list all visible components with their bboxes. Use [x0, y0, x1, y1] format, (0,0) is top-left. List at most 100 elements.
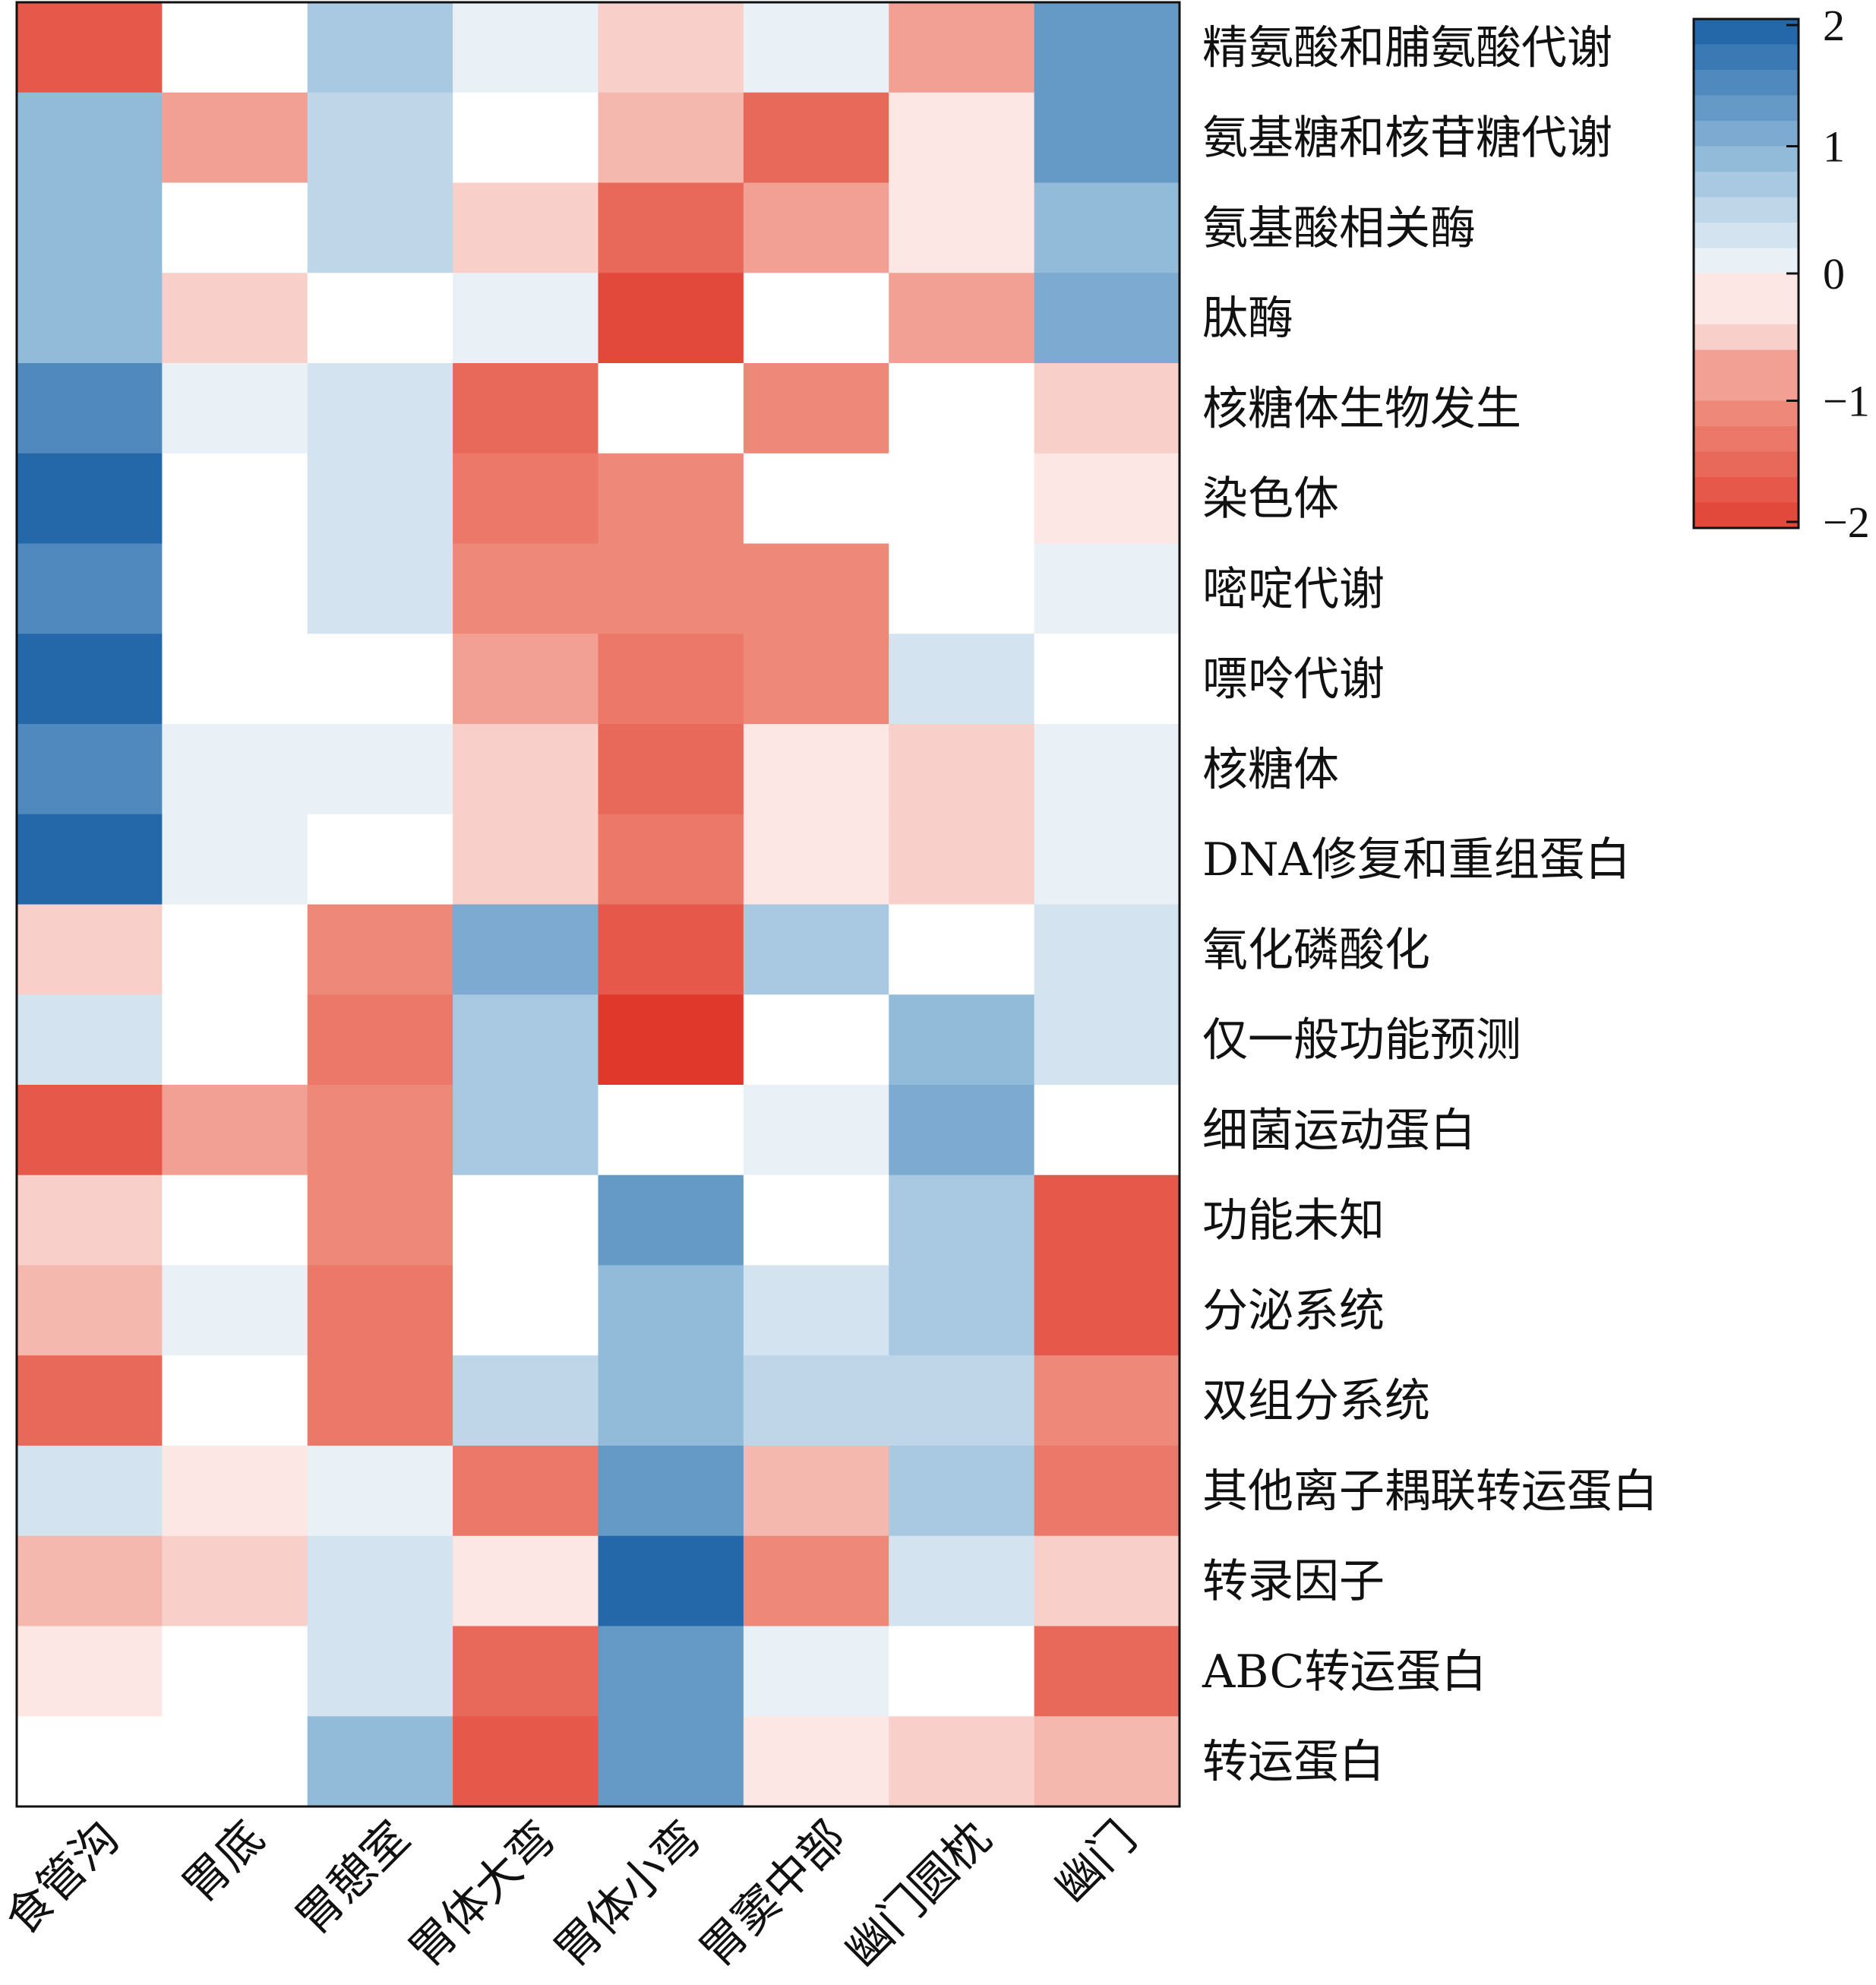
heatmap-cell [1034, 1626, 1180, 1718]
heatmap-cell [1034, 724, 1180, 815]
column-label: 幽门 [1045, 1811, 1147, 1913]
heatmap-cell [598, 543, 744, 635]
heatmap-cell [453, 453, 599, 545]
heatmap-cell [889, 543, 1035, 635]
heatmap-cell [1034, 92, 1180, 184]
heatmap-cell [889, 814, 1035, 906]
heatmap-cell [17, 1265, 163, 1357]
row-label: 细菌运动蛋白 [1202, 1104, 1476, 1157]
colorbar-band [1694, 477, 1799, 504]
heatmap-cell [307, 1626, 453, 1718]
heatmap-cell [598, 1265, 744, 1357]
heatmap-cell [307, 1716, 453, 1807]
heatmap-cell [598, 1626, 744, 1718]
heatmap-cell [598, 1446, 744, 1537]
heatmap-cell [17, 904, 163, 996]
heatmap-cell [453, 543, 599, 635]
heatmap-cell [598, 904, 744, 996]
colorbar-band [1694, 121, 1799, 147]
heatmap-cell [743, 1355, 890, 1446]
heatmap-cell [17, 453, 163, 545]
heatmap-cell [17, 1355, 163, 1446]
heatmap-cell [889, 1626, 1035, 1718]
heatmap-cell [17, 634, 163, 725]
heatmap-cell [162, 543, 308, 635]
row-labels: 精氨酸和脯氨酸代谢氨基糖和核苷糖代谢氨基酸相关酶肽酶核糖体生物发生染色体嘧啶代谢… [1202, 21, 1658, 1788]
heatmap-cell [307, 2, 453, 93]
heatmap-cell [162, 92, 308, 184]
heatmap-cell [889, 904, 1035, 996]
colorbar-band [1694, 70, 1799, 96]
heatmap-cell [307, 453, 453, 545]
heatmap-cell [1034, 1446, 1180, 1537]
heatmap-cell [162, 363, 308, 454]
heatmap-cell [743, 363, 890, 454]
colorbar-tick-label: 1 [1823, 122, 1845, 172]
heatmap-cell [162, 994, 308, 1086]
row-label: ABC转运蛋白 [1202, 1645, 1486, 1699]
row-label: 染色体 [1202, 473, 1339, 526]
heatmap-cell [1034, 1265, 1180, 1357]
heatmap-cell [162, 2, 308, 93]
colorbar-tick-label: −2 [1823, 498, 1870, 547]
heatmap-cells [17, 2, 1180, 1807]
column-label: 胃体小弯 [545, 1811, 711, 1977]
column-label: 胃底 [172, 1811, 274, 1913]
heatmap-cell [307, 273, 453, 364]
heatmap-cell [1034, 453, 1180, 545]
heatmap-cell [453, 634, 599, 725]
heatmap-cell [889, 1355, 1035, 1446]
heatmap-cell [307, 994, 453, 1086]
heatmap-cell [17, 1446, 163, 1537]
heatmap-cell [307, 814, 453, 906]
heatmap-cell [598, 814, 744, 906]
heatmap-cell [17, 273, 163, 364]
heatmap-cell [1034, 363, 1180, 454]
heatmap-cell [743, 994, 890, 1086]
heatmap-cell [743, 724, 890, 815]
colorbar-tick-label: 2 [1823, 1, 1845, 50]
colorbar-tick-label: 0 [1823, 249, 1845, 299]
heatmap-cell [453, 92, 599, 184]
heatmap-cell [17, 363, 163, 454]
heatmap-cell [1034, 634, 1180, 725]
heatmap-cell [307, 1355, 453, 1446]
heatmap-cell [162, 273, 308, 364]
heatmap-cell [307, 634, 453, 725]
heatmap-cell [598, 994, 744, 1086]
colorbar-band [1694, 299, 1799, 325]
heatmap-cell [453, 904, 599, 996]
heatmap-cell [1034, 1716, 1180, 1807]
column-label: 幽门圆枕 [835, 1811, 1001, 1977]
heatmap-cell [17, 724, 163, 815]
heatmap-cell [598, 634, 744, 725]
heatmap-cell [889, 273, 1035, 364]
heatmap-cell [162, 1355, 308, 1446]
row-label: 双组分系统 [1202, 1375, 1430, 1428]
heatmap-cell [453, 1085, 599, 1176]
heatmap-border [15, 1, 1181, 1808]
colorbar-band [1694, 223, 1799, 249]
heatmap-cell [162, 814, 308, 906]
heatmap-cell [598, 724, 744, 815]
heatmap-cell [598, 1535, 744, 1627]
heatmap-cell [307, 363, 453, 454]
row-label: 转运蛋白 [1202, 1736, 1385, 1789]
heatmap-cell [889, 1446, 1035, 1537]
colorbar-band [1694, 324, 1799, 351]
heatmap-cell [1034, 904, 1180, 996]
heatmap-cell [17, 994, 163, 1086]
heatmap-cell [598, 92, 744, 184]
heatmap-cell [743, 273, 890, 364]
colorbar-band [1694, 375, 1799, 402]
heatmap-cell [162, 1446, 308, 1537]
heatmap-cell [453, 1716, 599, 1807]
column-label: 胃体大弯 [399, 1811, 565, 1977]
column-label: 食管沟 [0, 1811, 129, 1945]
heatmap-cell [889, 1174, 1035, 1266]
row-label: 其他离子耦联转运蛋白 [1202, 1465, 1658, 1518]
heatmap-cell [453, 1535, 599, 1627]
heatmap-cell [889, 994, 1035, 1086]
heatmap-cell [17, 543, 163, 635]
